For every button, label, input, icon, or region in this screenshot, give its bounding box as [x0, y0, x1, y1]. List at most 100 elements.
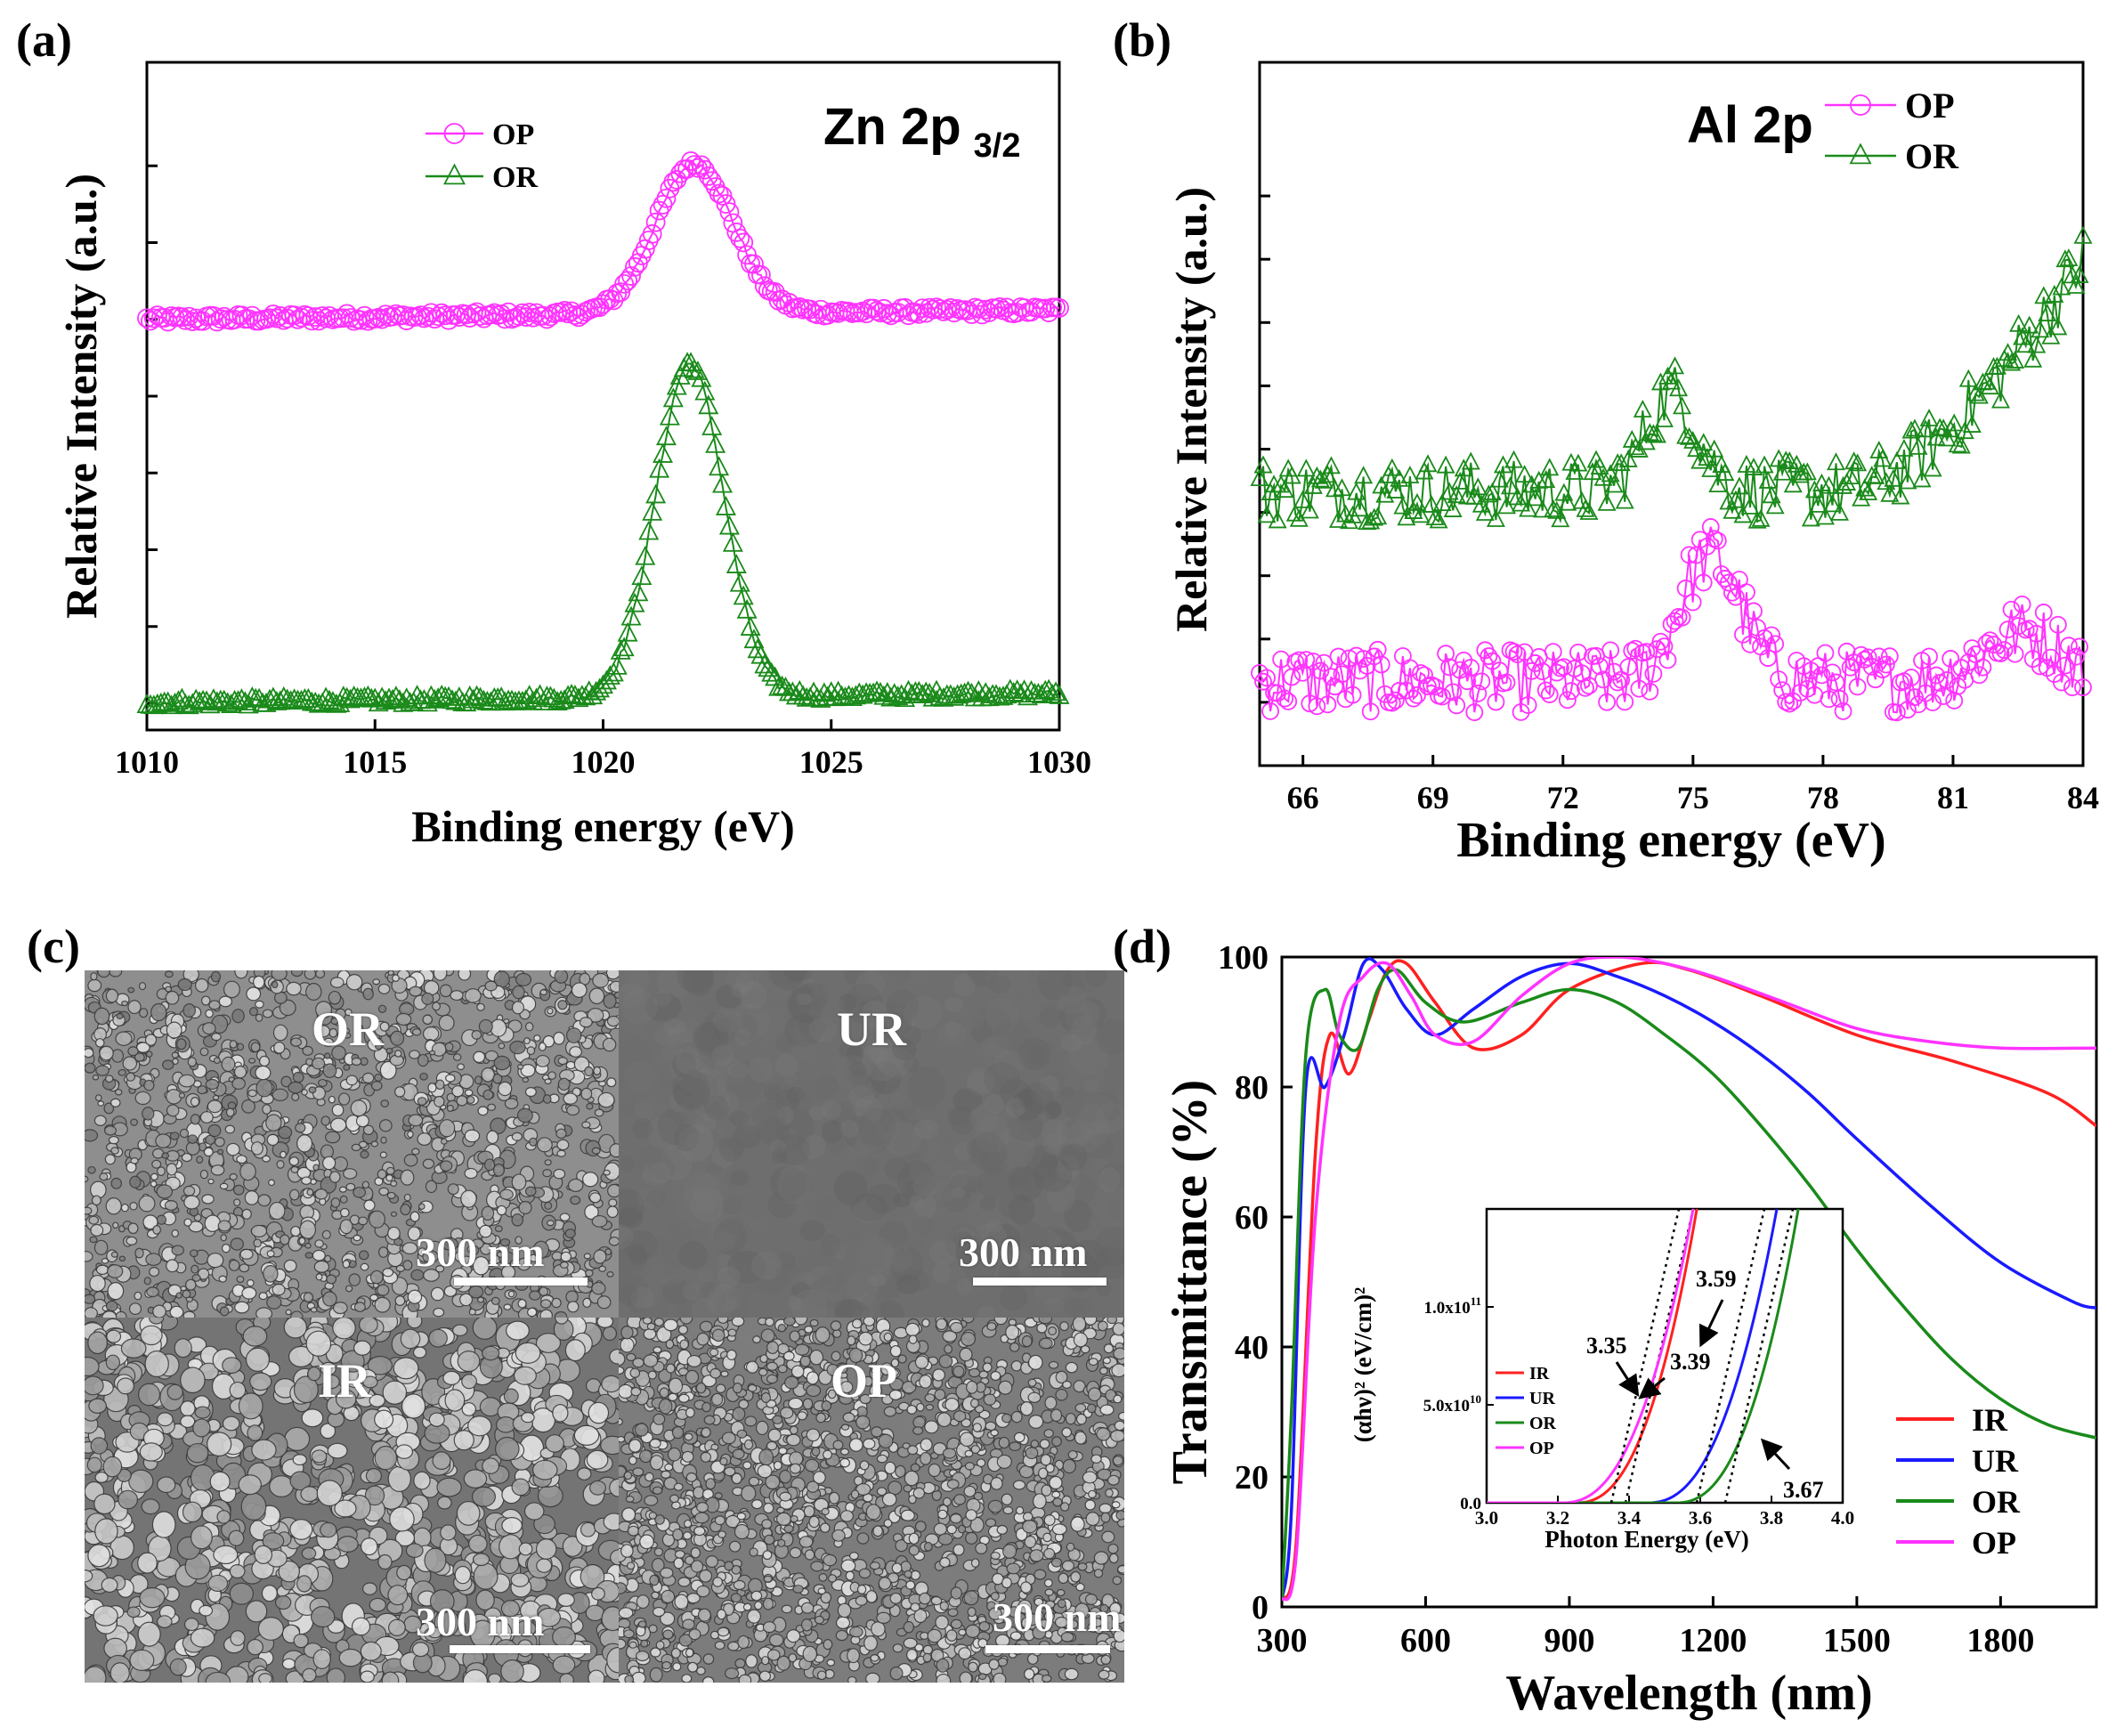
data-point [1407, 492, 1427, 511]
sem-grain [788, 1294, 803, 1310]
sem-grain [284, 1426, 311, 1451]
sem-grain [889, 1246, 924, 1283]
sem-grain [466, 1095, 475, 1105]
sem-grain [848, 1085, 875, 1108]
sem-grain [953, 1231, 973, 1246]
sem-grain [434, 1095, 445, 1107]
sem-grain [360, 1537, 378, 1556]
sem-grain [1039, 1075, 1059, 1092]
sem-grain [961, 1008, 985, 1030]
data-point [1970, 666, 1989, 685]
sem-grain [965, 1176, 984, 1194]
data-point [716, 194, 736, 214]
data-point [961, 682, 982, 702]
sem-grain [109, 1662, 130, 1683]
sem-grain [645, 1189, 667, 1208]
sem-grain [155, 1133, 172, 1148]
sem-grain [676, 1058, 710, 1093]
data-point [1790, 465, 1810, 483]
sem-grain [274, 1594, 292, 1610]
data-point [1462, 659, 1480, 677]
sem-grain [370, 1081, 383, 1091]
sem-grain [328, 1095, 336, 1104]
sem-grain [487, 1673, 502, 1683]
sem-grain [1040, 1229, 1078, 1262]
sem-grain [339, 1207, 350, 1218]
sem-grain [1094, 1191, 1124, 1227]
sem-grain [619, 1188, 645, 1228]
sem-grain [536, 1558, 553, 1573]
sem-grain [379, 1151, 387, 1158]
sem-grain [803, 1505, 815, 1518]
sem-grain [328, 1171, 341, 1183]
sem-grain [157, 1166, 166, 1176]
sem-grain [542, 1169, 553, 1178]
data-point [340, 688, 361, 709]
data-point [1859, 482, 1878, 500]
sem-grain [315, 1273, 323, 1281]
sem-grain [213, 1545, 239, 1565]
sem-grain [374, 1409, 394, 1430]
sem-grain [858, 1236, 896, 1274]
data-point [1386, 480, 1406, 499]
data-point [1254, 672, 1272, 691]
sem-grain [609, 1143, 619, 1158]
sem-grain [551, 1297, 562, 1309]
data-point [628, 581, 649, 602]
sem-grain [727, 1062, 750, 1079]
data-point [1472, 672, 1491, 691]
sem-grain [862, 1039, 902, 1082]
sem-grain [977, 986, 994, 1000]
sem-grain [332, 1302, 348, 1315]
sem-grain [518, 1200, 532, 1215]
sem-grain [89, 1274, 106, 1293]
sem-grain [239, 1162, 256, 1181]
sem-grain [675, 1046, 701, 1075]
sem-grain [601, 1606, 619, 1632]
sem-grain [377, 1004, 387, 1013]
sem-grain [438, 1119, 456, 1138]
sem-grain [467, 1415, 492, 1437]
sem-grain [330, 1197, 341, 1208]
sem-grain [161, 1152, 170, 1159]
data-point [722, 531, 743, 552]
data-point [1479, 484, 1498, 503]
sem-grain [224, 1124, 236, 1134]
x-tick-label: 1500 [1823, 1622, 1891, 1659]
inset-series-IR [1487, 1209, 1698, 1503]
sem-grain [715, 985, 743, 1009]
sem-grain [1030, 1440, 1040, 1448]
sem-grain [182, 1185, 196, 1197]
sem-grain [790, 1204, 810, 1226]
sem-grain [544, 1078, 552, 1085]
sem-grain [971, 1242, 994, 1261]
sem-grain [857, 1046, 888, 1073]
sem-grain [582, 1297, 592, 1308]
sem-grain [85, 1129, 99, 1142]
sem-grain [690, 1546, 701, 1559]
sem-grain [336, 1031, 345, 1039]
sem-grain [628, 1245, 647, 1266]
sem-grain [834, 1298, 863, 1318]
sem-grain [878, 1273, 904, 1299]
sem-grain [833, 1055, 870, 1089]
data-point [2013, 595, 2031, 613]
sem-grain [300, 1486, 319, 1503]
sem-grain [450, 990, 464, 1002]
data-point [649, 458, 670, 478]
sem-grain [501, 1517, 523, 1535]
sem-grain [984, 1094, 1005, 1115]
sem-grain [1050, 1091, 1066, 1109]
chart-title: Zn 2p 3/2 [823, 98, 1021, 165]
sem-grain [969, 1196, 1001, 1232]
data-point [790, 297, 810, 317]
sem-grain [99, 1172, 109, 1181]
sem-grain [418, 1203, 426, 1211]
sem-grain [580, 1087, 593, 1100]
sem-grain [630, 1002, 652, 1025]
sem-grain [128, 1469, 154, 1494]
sem-grain [1089, 1091, 1120, 1118]
sem-grain [691, 1298, 716, 1318]
sem-grain [585, 1269, 594, 1278]
